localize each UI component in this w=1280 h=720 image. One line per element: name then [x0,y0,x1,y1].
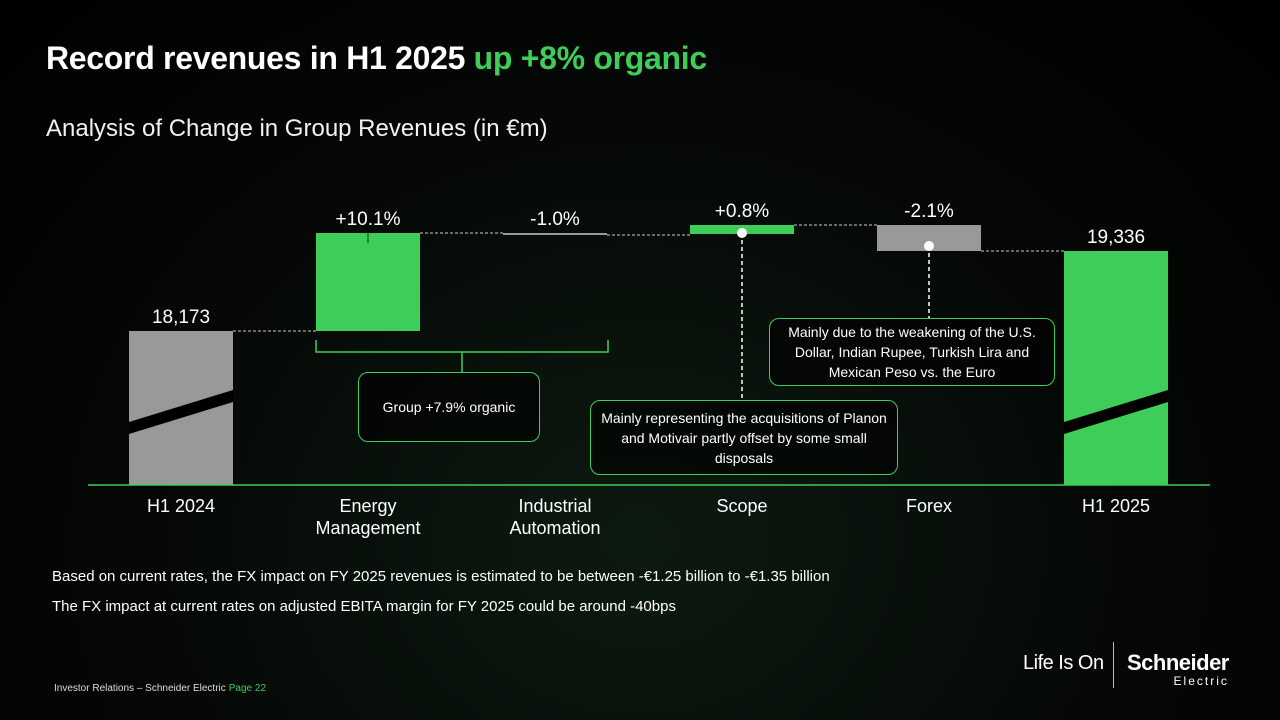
waterfall-chart: 18,173 +10.1% -1.0% +0.8% -2.1% 19,336 H1 2024… [88,201,1210,538]
data-label-2: -1.0% [530,209,580,230]
bar-5 [1064,251,1168,485]
title-accent: up +8% organic [473,40,708,76]
x-tick-label-1: Energy Management [315,496,420,538]
data-label-0: 18,173 [152,307,210,328]
bar-2 [503,233,607,235]
footer: Investor Relations – Schneider Electric P… [54,683,266,694]
footer-text: Investor Relations – Schneider Electric [54,683,226,694]
x-tick-label-4: Forex [906,496,952,516]
note-fx-margin: The FX impact at current rates on adjust… [52,598,676,615]
life-is-on-logo: Life Is On [1023,652,1104,674]
x-tick-label-0: H1 2024 [147,496,215,516]
page-title: Record revenues in H1 2025 up +8% organi… [46,40,707,77]
scope-marker [737,228,747,238]
axis-break-5 [1064,390,1168,434]
schneider-logo: Schneider Electric [1127,650,1229,688]
data-label-3: +0.8% [715,201,770,222]
x-tick-label-5: H1 2025 [1082,496,1150,516]
forex-marker [924,241,934,251]
data-label-1: +10.1% [336,209,401,230]
callout-scope: Mainly representing the acquisitions of … [590,400,898,475]
bar-1 [316,233,420,331]
callout-organic: Group +7.9% organic [358,372,540,442]
brand-sub: Electric [1173,674,1229,688]
brand-name: Schneider [1127,650,1229,675]
x-tick-label-3: Scope [716,496,767,516]
data-label-4: -2.1% [904,201,954,222]
page-number: Page 22 [228,683,267,694]
callout-forex: Mainly due to the weakening of the U.S. … [769,318,1055,386]
title-main: Record revenues in H1 2025 [46,40,466,76]
organic-bracket [315,340,609,372]
chart-subtitle: Analysis of Change in Group Revenues (in… [46,115,548,142]
x-tick-label-2: Industrial Automation [509,496,600,538]
axis-break-0 [129,390,233,434]
logo-divider [1113,642,1114,688]
note-fx-revenue: Based on current rates, the FX impact on… [52,568,830,585]
data-label-5: 19,336 [1087,227,1145,248]
